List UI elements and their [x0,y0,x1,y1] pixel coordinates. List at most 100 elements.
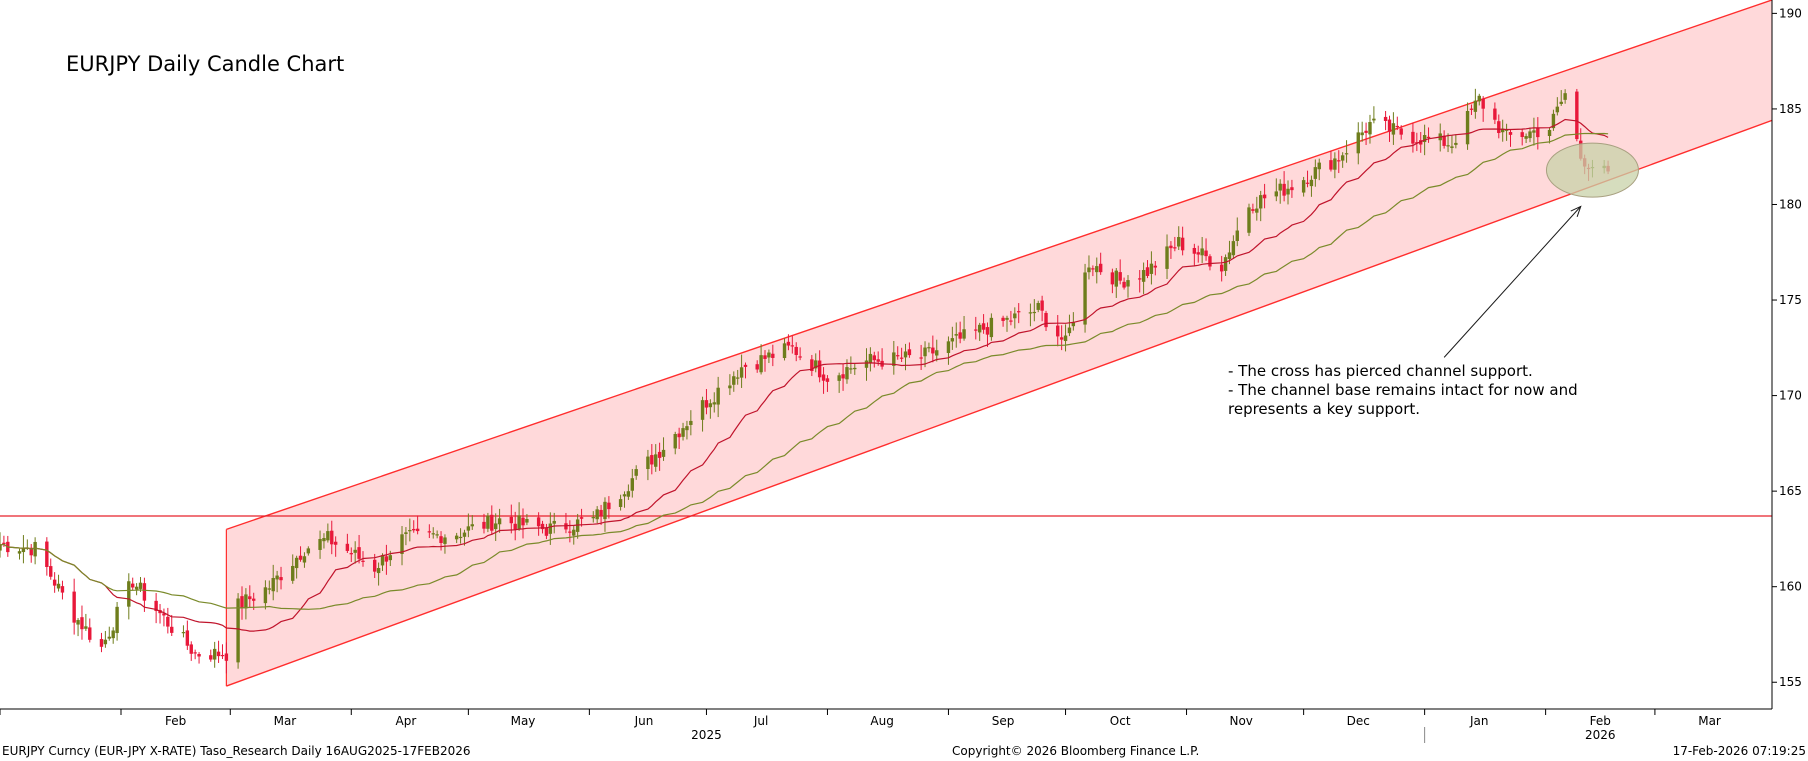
candle-body [279,577,283,581]
candle-body [88,627,92,640]
candle-body [1528,131,1532,139]
candle-body [977,324,982,333]
x-tick-label: Feb [165,714,186,728]
candle-body [0,544,2,551]
candle-body [1098,263,1103,273]
candle-body [216,651,221,657]
candle-body [1274,191,1279,197]
annotation-text: - The cross has pierced channel support.… [1228,362,1578,419]
candle-body [552,520,556,524]
candle-body [493,523,498,530]
candle-body [154,600,158,612]
candle-body [572,529,576,536]
candle-body [1465,110,1470,145]
channel-upper-line [226,0,1773,531]
arrow-shaft [1443,206,1582,358]
candle-body [517,515,521,529]
candle-body [349,553,353,555]
candle-body [1059,337,1064,340]
candle-body [525,518,529,523]
candle-body [907,349,912,356]
candle-body [540,523,545,530]
x-tick-label: Sep [992,714,1015,728]
candle-body [318,538,322,550]
candle-body [470,524,474,527]
candle-body [1001,317,1005,321]
candle-body [1063,335,1068,342]
candle-body [236,598,240,663]
channel-fill [226,0,1772,687]
candle-body [1056,325,1060,337]
candle-body [841,374,845,379]
candle-body [704,400,709,408]
candle-body [1251,209,1255,211]
candle-body [962,329,966,339]
candle-body [853,367,857,370]
candle-body [298,555,303,560]
candle-body [564,523,568,530]
moving-averages [0,118,1609,632]
candle-body [1208,256,1212,267]
candle-body [486,515,490,529]
candle-body [107,636,111,639]
y-tick-label: 190 [1779,6,1802,20]
candle-body [306,548,311,554]
candle-body [786,341,791,346]
candle-body [521,517,525,526]
candle-body [1013,313,1017,319]
candle-body [412,528,416,531]
candle-body [1258,195,1263,209]
candle-body [950,338,955,342]
candle-body [17,551,22,554]
candle-body [103,639,108,645]
y-tick-label: 160 [1779,580,1802,594]
candle-body [458,536,463,539]
candle-body [1200,248,1204,256]
candle-body [735,377,740,379]
candle-body [864,360,869,368]
candle-body [513,523,517,531]
candle-body [333,541,338,545]
candle-body [1500,128,1505,133]
candle-body [1477,95,1481,102]
candle-body [490,514,494,531]
candle-body [1278,183,1282,191]
y-tick-label: 175 [1779,293,1802,307]
candle-body [376,568,381,574]
candle-body [197,654,201,657]
candle-body [482,521,486,529]
candle-body [388,555,393,561]
candle-body [790,345,795,347]
candle-body [708,403,713,408]
candle-body [657,451,662,458]
candle-body [1145,267,1150,276]
candle-body [1329,160,1333,170]
candle-body [1227,252,1232,259]
candle-body [408,530,412,532]
candle-body [1126,280,1130,287]
candle-body [876,359,880,362]
candle-body [1017,311,1021,313]
candle-body [466,526,471,531]
candle-body [732,376,736,385]
candle-body [52,579,57,586]
candle-body [595,509,599,520]
candle-body [1536,127,1540,138]
candle-body [497,518,502,525]
candle-body [536,517,541,527]
y-tick-label: 165 [1779,484,1802,498]
annotation-arrow [1443,205,1582,358]
candle-body [400,534,404,554]
candle-body [1235,230,1239,241]
candle-body [1364,130,1368,133]
candle-body [845,367,849,380]
x-tick-label: May [511,714,536,728]
candle-body [1508,132,1513,135]
candle-body [302,556,307,563]
candle-body [1122,281,1126,288]
candle-body [661,449,666,457]
y-tick-label: 155 [1779,675,1802,689]
candle-body [454,535,459,540]
candle-body [544,527,549,536]
candle-body [80,617,84,630]
